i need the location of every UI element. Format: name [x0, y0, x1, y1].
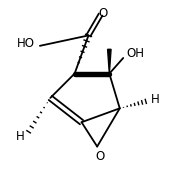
Text: H: H — [151, 93, 160, 106]
Text: O: O — [99, 7, 108, 20]
Text: HO: HO — [17, 37, 35, 50]
Polygon shape — [108, 49, 111, 74]
Text: H: H — [16, 131, 24, 144]
Text: OH: OH — [127, 47, 145, 60]
Text: O: O — [95, 150, 104, 163]
